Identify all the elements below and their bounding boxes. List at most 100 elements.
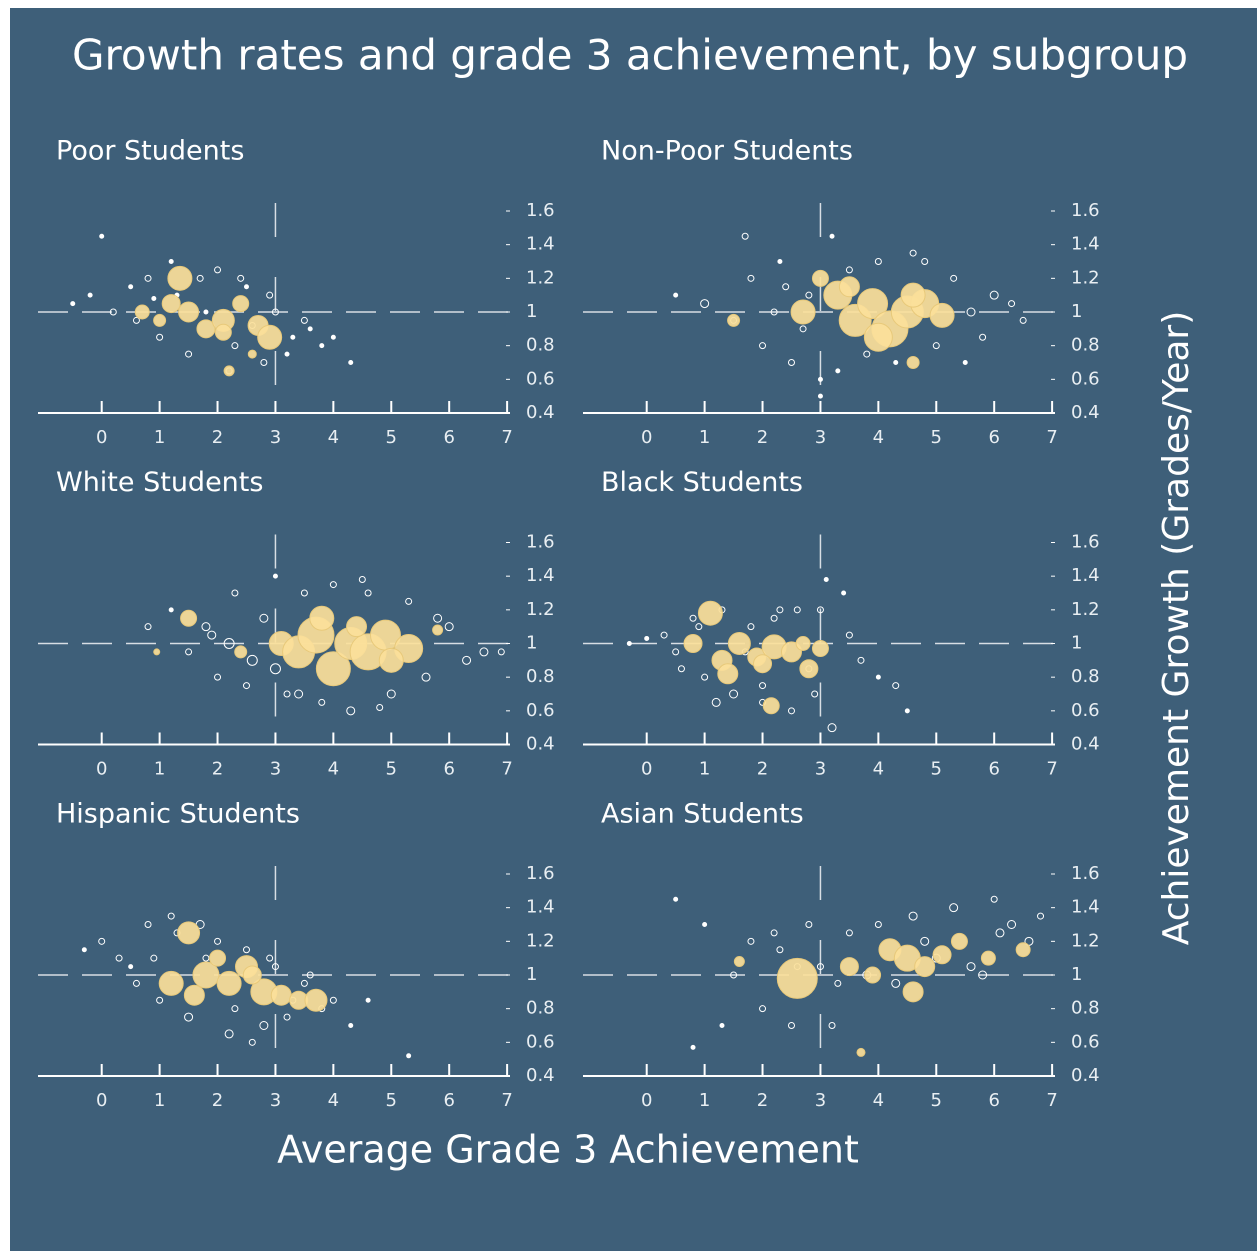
y-tick-label: 0.8 (526, 335, 555, 356)
x-tick-label: 7 (1046, 1090, 1057, 1111)
highlight-bubble (223, 365, 235, 377)
x-tick-label: 2 (757, 759, 768, 780)
highlight-bubble (180, 609, 198, 627)
y-tick-label: 0.8 (1071, 998, 1100, 1019)
point (747, 274, 755, 282)
point (144, 274, 152, 282)
background (10, 8, 1257, 1251)
y-axis-label: Achievement Growth (Grades/Year) (1156, 311, 1197, 946)
x-tick-label: 7 (1046, 427, 1057, 448)
panel-title: Black Students (601, 467, 803, 498)
y-tick-label: 1.6 (526, 200, 555, 221)
point (747, 937, 755, 945)
point (747, 623, 755, 631)
point (224, 1029, 234, 1039)
point (406, 1053, 412, 1059)
y-tick-label: 0.8 (1071, 335, 1100, 356)
y-tick-label: 1 (526, 964, 537, 985)
point (70, 301, 76, 307)
point (920, 936, 930, 946)
point (444, 622, 454, 632)
x-tick-label: 3 (270, 427, 281, 448)
highlight-bubble (247, 349, 257, 359)
highlight-bubble (762, 697, 780, 715)
point (242, 946, 250, 954)
point (497, 648, 505, 656)
x-tick-label: 3 (815, 759, 826, 780)
point (98, 937, 106, 945)
point (237, 274, 245, 282)
point (787, 707, 795, 715)
point (893, 360, 899, 365)
point (201, 622, 211, 632)
y-tick-label: 1.2 (1071, 930, 1100, 951)
point (290, 334, 296, 340)
y-tick-label: 0.4 (1071, 734, 1100, 755)
point (168, 259, 174, 264)
point (892, 682, 900, 690)
point (196, 274, 204, 282)
x-tick-label: 4 (328, 1090, 339, 1111)
point (689, 614, 697, 622)
point (269, 663, 281, 675)
point (829, 233, 835, 239)
y-tick-label: 1.2 (1071, 267, 1100, 288)
y-tick-label: 1 (1071, 964, 1082, 985)
point (283, 1013, 291, 1021)
y-tick-label: 1.4 (1071, 897, 1100, 918)
x-tick-label: 1 (699, 759, 710, 780)
highlight-bubble (315, 651, 351, 687)
y-tick-label: 0.4 (526, 734, 555, 755)
point (319, 343, 325, 349)
point (816, 963, 824, 971)
highlight-bubble (838, 276, 860, 298)
point (272, 573, 278, 579)
point (231, 1005, 239, 1013)
x-tick-label: 6 (443, 759, 454, 780)
highlight-bubble (753, 654, 773, 674)
point (989, 290, 999, 300)
highlight-bubble (257, 324, 283, 350)
point (365, 997, 371, 1003)
y-tick-label: 1.6 (1071, 532, 1100, 553)
point (626, 641, 632, 646)
y-tick-label: 1.4 (526, 565, 555, 586)
point (979, 333, 987, 341)
x-tick-label: 4 (328, 427, 339, 448)
point (260, 359, 268, 366)
point (759, 342, 767, 350)
point (207, 630, 217, 640)
x-tick-label: 7 (1046, 759, 1057, 780)
highlight-bubble (183, 984, 205, 1006)
x-tick-label: 6 (988, 427, 999, 448)
point (950, 274, 958, 282)
x-tick-label: 4 (873, 759, 884, 780)
point (995, 928, 1005, 938)
highlight-bubble (192, 961, 220, 989)
point (318, 698, 326, 706)
highlight-bubble (304, 988, 328, 1012)
point (376, 703, 384, 711)
point (168, 607, 174, 613)
point (132, 979, 140, 987)
x-axis-label: Average Grade 3 Achievement (277, 1128, 859, 1172)
point (776, 946, 784, 954)
highlight-bubble (134, 304, 150, 320)
point (845, 266, 853, 274)
point (151, 296, 157, 302)
y-tick-label: 1.6 (526, 532, 555, 553)
point (214, 937, 222, 945)
x-tick-label: 0 (641, 1090, 652, 1111)
highlight-bubble (717, 663, 739, 685)
point (248, 1038, 256, 1046)
x-tick-label: 4 (328, 759, 339, 780)
y-tick-label: 1 (526, 633, 537, 654)
x-tick-label: 1 (154, 759, 165, 780)
highlight-bubble (161, 294, 181, 314)
x-tick-label: 4 (873, 427, 884, 448)
point (932, 342, 940, 350)
point (908, 911, 918, 921)
highlight-bubble (178, 301, 200, 323)
